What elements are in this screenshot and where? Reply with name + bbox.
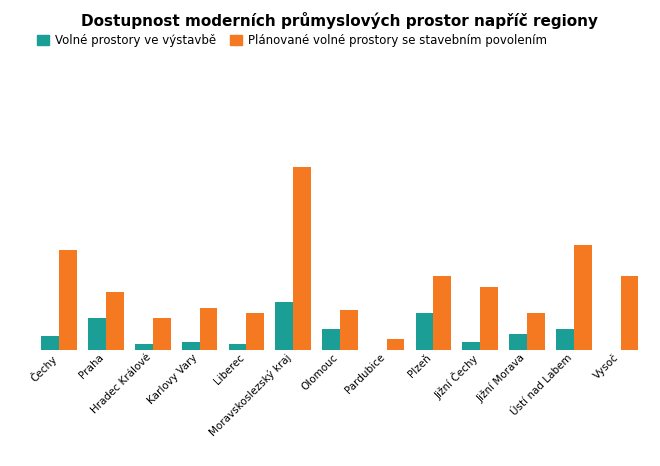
Bar: [42, 336, 59, 350]
Bar: [199, 308, 217, 350]
Bar: [246, 313, 264, 350]
Bar: [228, 344, 246, 350]
Legend: Volné prostory ve výstavbě, Plánované volné prostory se stavebním povolením: Volné prostory ve výstavbě, Plánované vo…: [32, 29, 552, 52]
Bar: [387, 339, 405, 350]
Bar: [416, 313, 434, 350]
Bar: [480, 287, 498, 350]
Bar: [293, 166, 311, 350]
Bar: [556, 329, 574, 350]
Bar: [510, 334, 527, 350]
Bar: [88, 318, 106, 350]
Bar: [106, 292, 123, 350]
Bar: [182, 342, 199, 350]
Bar: [340, 310, 358, 350]
Bar: [59, 250, 77, 350]
Bar: [620, 276, 638, 350]
Bar: [152, 318, 170, 350]
Bar: [322, 329, 340, 350]
Bar: [463, 342, 480, 350]
Bar: [275, 302, 293, 350]
Bar: [135, 344, 152, 350]
Title: Dostupnost moderních průmyslových prostor napříč regiony: Dostupnost moderních průmyslových prosto…: [81, 12, 599, 29]
Bar: [574, 245, 591, 350]
Bar: [527, 313, 545, 350]
Bar: [434, 276, 451, 350]
